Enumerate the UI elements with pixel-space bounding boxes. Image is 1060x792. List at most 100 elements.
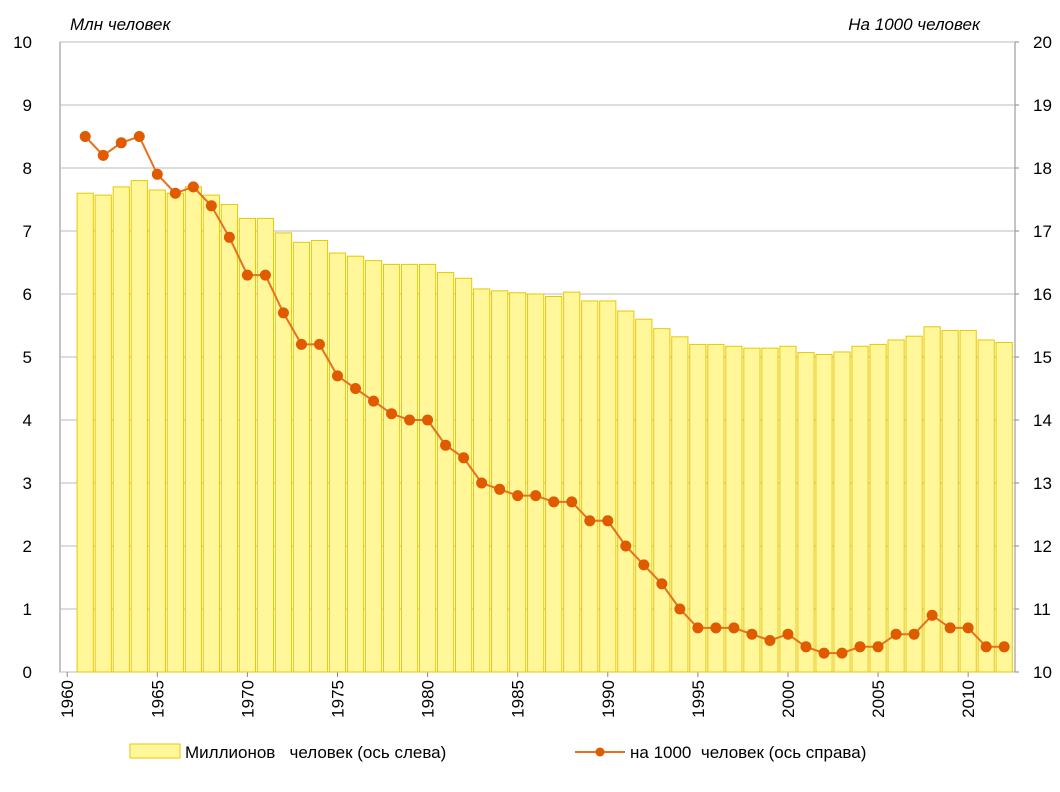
marker xyxy=(998,641,1010,653)
marker xyxy=(674,603,686,615)
bar xyxy=(779,345,797,673)
marker xyxy=(331,370,343,382)
marker xyxy=(980,641,992,653)
bar xyxy=(112,186,130,673)
bar xyxy=(527,293,545,673)
bar xyxy=(238,217,257,673)
x-tick-label: 2005 xyxy=(869,680,888,718)
bar xyxy=(94,194,112,673)
y-tick-label: 6 xyxy=(23,285,32,304)
marker xyxy=(782,628,794,640)
bar xyxy=(617,310,635,673)
line xyxy=(84,135,1005,655)
bar xyxy=(887,339,905,673)
y-tick-label: 0 xyxy=(23,663,32,682)
marker xyxy=(187,181,199,193)
bar xyxy=(905,335,923,673)
marker xyxy=(223,231,235,243)
marker xyxy=(476,477,488,489)
x-tick-label: 1965 xyxy=(148,680,167,718)
marker xyxy=(620,540,632,552)
bar xyxy=(977,339,995,673)
marker xyxy=(422,414,434,426)
marker xyxy=(512,490,524,502)
y-tick-label: 8 xyxy=(23,159,32,178)
bar xyxy=(941,330,959,673)
bar xyxy=(869,343,887,673)
bar xyxy=(184,186,202,673)
bar xyxy=(743,347,761,673)
legend-swatch xyxy=(129,743,181,759)
marker xyxy=(962,622,974,634)
y2-tick-label: 20 xyxy=(1033,33,1052,52)
y2-tick-label: 17 xyxy=(1033,222,1052,241)
marker xyxy=(151,168,163,180)
x-tick-label: 1970 xyxy=(238,680,257,718)
marker xyxy=(241,269,253,281)
y2-tick-label: 14 xyxy=(1033,411,1052,430)
marker xyxy=(368,395,380,407)
marker xyxy=(259,269,271,281)
y2-tick-label: 16 xyxy=(1033,285,1052,304)
marker xyxy=(836,647,848,659)
marker xyxy=(97,149,109,161)
y2-tick-label: 15 xyxy=(1033,348,1052,367)
marker xyxy=(890,628,902,640)
marker xyxy=(494,483,506,495)
bar xyxy=(851,345,869,673)
marker xyxy=(386,408,398,420)
marker xyxy=(440,439,452,451)
bar xyxy=(995,342,1013,673)
bar xyxy=(491,290,509,673)
y-tick-label: 2 xyxy=(23,537,32,556)
x-tick-label: 1980 xyxy=(419,680,438,718)
marker xyxy=(764,635,776,646)
x-tick-label: 1985 xyxy=(509,680,528,718)
bar xyxy=(707,343,725,673)
marker xyxy=(818,647,830,659)
marker xyxy=(313,338,325,350)
marker xyxy=(602,515,614,527)
bar xyxy=(671,336,689,673)
x-tick-label: 2010 xyxy=(959,680,978,718)
marker xyxy=(548,496,560,508)
bar xyxy=(256,217,275,673)
marker xyxy=(79,131,91,142)
bar xyxy=(923,326,941,673)
marker xyxy=(638,559,650,571)
y2-tick-label: 13 xyxy=(1033,474,1052,493)
marker xyxy=(169,187,181,199)
bar xyxy=(725,345,743,673)
marker xyxy=(656,578,668,590)
legend-swatch xyxy=(595,747,605,757)
marker xyxy=(710,622,722,634)
bar xyxy=(166,192,184,673)
y-tick-label: 9 xyxy=(23,96,32,115)
x-tick-label: 1990 xyxy=(599,680,618,718)
marker xyxy=(872,641,884,653)
x-tick-label: 1960 xyxy=(58,680,77,718)
bar xyxy=(400,263,419,673)
y2-tick-label: 11 xyxy=(1033,600,1051,619)
bar xyxy=(635,318,653,673)
marker xyxy=(944,622,956,634)
y-tick-label: 7 xyxy=(23,222,32,241)
marker xyxy=(692,622,704,634)
bar xyxy=(815,353,833,673)
bar xyxy=(328,252,347,673)
bar xyxy=(292,241,311,673)
bar xyxy=(959,330,977,673)
bar xyxy=(310,239,329,673)
marker xyxy=(908,628,920,640)
marker xyxy=(926,609,938,621)
legend-label: на 1000 человек (ось справа) xyxy=(630,743,866,762)
bar xyxy=(76,192,94,673)
marker xyxy=(205,200,217,212)
marker xyxy=(800,641,812,653)
marker xyxy=(530,490,542,502)
marker xyxy=(350,383,362,394)
y-tick-label: 5 xyxy=(23,348,32,367)
bar xyxy=(581,300,599,673)
bar xyxy=(220,204,238,673)
